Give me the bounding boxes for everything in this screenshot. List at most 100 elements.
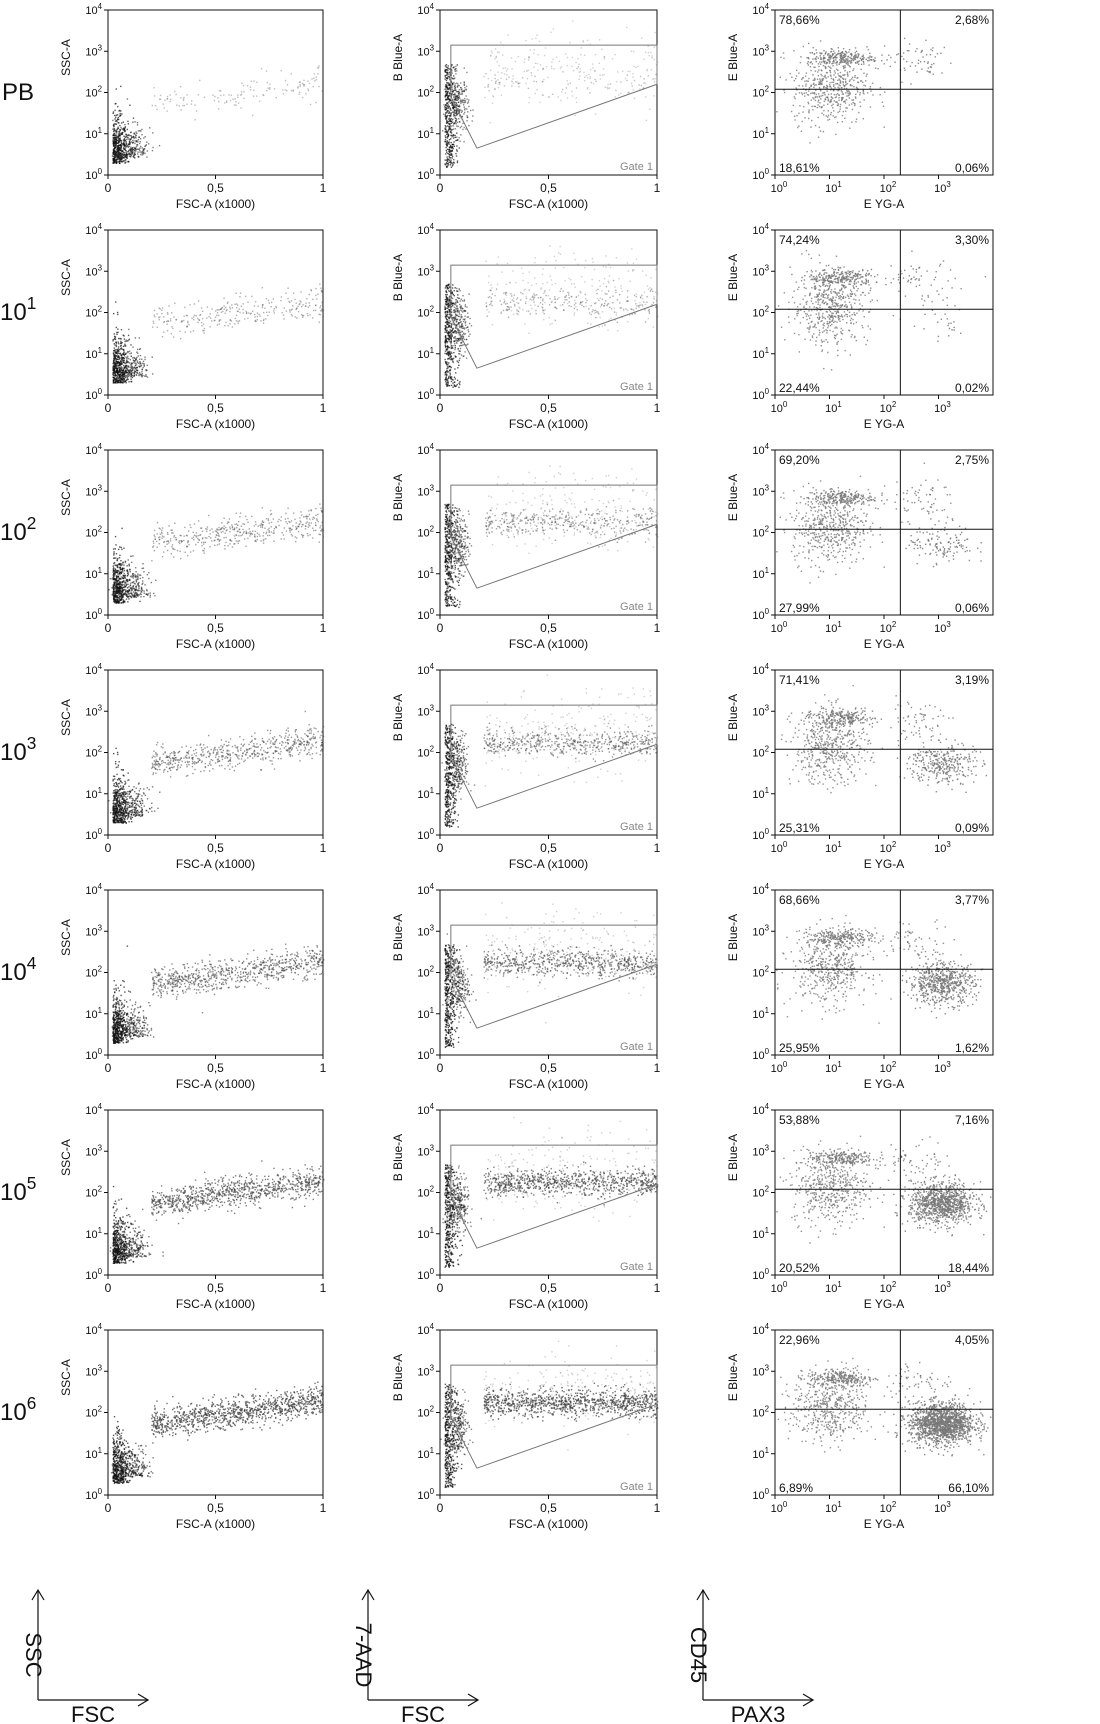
scatter-point (143, 363, 144, 364)
scatter-point (237, 321, 238, 322)
scatter-point (808, 43, 809, 44)
scatter-point (184, 307, 185, 308)
scatter-point (136, 372, 137, 373)
scatter-point (214, 96, 215, 97)
y-tick-label: 101 (85, 346, 102, 361)
scatter-point (170, 99, 171, 100)
scatter-point (818, 100, 819, 101)
scatter-point (197, 322, 198, 323)
scatter-point (551, 66, 552, 67)
scatter-point (449, 139, 450, 140)
scatter-point (240, 292, 241, 293)
scatter-point (824, 92, 825, 93)
scatter-point (457, 98, 458, 99)
scatter-point (164, 100, 165, 101)
scatter-point (586, 75, 587, 76)
scatter-point (567, 57, 568, 58)
scatter-point (115, 123, 116, 124)
scatter-point (932, 50, 933, 51)
scatter-point (573, 70, 574, 71)
scatter-point (259, 101, 260, 102)
scatter-point (641, 85, 642, 86)
y-tick-label: 103 (85, 43, 102, 58)
scatter-point (167, 314, 168, 315)
scatter-point (314, 73, 315, 74)
scatter-point (801, 131, 802, 132)
scatter-point (119, 125, 120, 126)
scatter-point (289, 309, 290, 310)
scatter-point (115, 103, 116, 104)
scatter-point (242, 303, 243, 304)
scatter-point (828, 66, 829, 67)
scatter-point (313, 77, 314, 78)
scatter-point (817, 104, 818, 105)
scatter-point (600, 78, 601, 79)
scatter-point (457, 126, 458, 127)
scatter-point (831, 87, 832, 88)
scatter-point (269, 312, 270, 313)
scatter-point (903, 52, 904, 53)
scatter-point (825, 52, 826, 53)
scatter-point (244, 318, 245, 319)
scatter-point (927, 70, 928, 71)
scatter-point (296, 317, 297, 318)
scatter-point (515, 61, 516, 62)
scatter-point (126, 141, 127, 142)
scatter-point (828, 110, 829, 111)
scatter-point (565, 53, 566, 54)
scatter-point (135, 135, 136, 136)
scatter-point (797, 127, 798, 128)
scatter-point (801, 121, 802, 122)
scatter-point (451, 94, 452, 95)
scatter-point (449, 157, 450, 158)
x-tick-label: 1 (320, 181, 327, 195)
scatter-point (451, 102, 452, 103)
scatter-point (120, 363, 121, 364)
scatter-point (896, 54, 897, 55)
scatter-point (167, 96, 168, 97)
scatter-point (152, 105, 153, 106)
scatter-point (650, 52, 651, 53)
scatter-point (845, 92, 846, 93)
scatter-point (264, 308, 265, 309)
scatter-point (460, 87, 461, 88)
scatter-point (861, 64, 862, 65)
scatter-point (128, 339, 129, 340)
scatter-point (831, 112, 832, 113)
scatter-point (815, 49, 816, 50)
scatter-point (226, 100, 227, 101)
scatter-point (454, 110, 455, 111)
scatter-point (291, 73, 292, 74)
scatter-point (446, 66, 447, 67)
scatter-point (854, 77, 855, 78)
scatter-point (499, 82, 500, 83)
scatter-point (134, 152, 135, 153)
scatter-point (848, 56, 849, 57)
scatter-point (114, 156, 115, 157)
scatter-point (825, 67, 826, 68)
scatter-point (166, 324, 167, 325)
scatter-point (122, 153, 123, 154)
scatter-point (134, 375, 135, 376)
scatter-point (594, 79, 595, 80)
scatter-point (502, 54, 503, 55)
scatter-point (843, 61, 844, 62)
scatter-point (153, 322, 154, 323)
scatter-point (450, 159, 451, 160)
scatter-point (456, 111, 457, 112)
scatter-point (825, 87, 826, 88)
scatter-point (118, 117, 119, 118)
scatter-point (460, 99, 461, 100)
scatter-point (904, 68, 905, 69)
scatter-point (186, 104, 187, 105)
scatter-point (117, 374, 118, 375)
scatter-point (116, 377, 117, 378)
scatter-point (181, 109, 182, 110)
scatter-point (925, 40, 926, 41)
scatter-point (453, 94, 454, 95)
scatter-point (816, 94, 817, 95)
scatter-point (237, 94, 238, 95)
scatter-point (449, 156, 450, 157)
scatter-point (832, 104, 833, 105)
scatter-point (634, 98, 635, 99)
